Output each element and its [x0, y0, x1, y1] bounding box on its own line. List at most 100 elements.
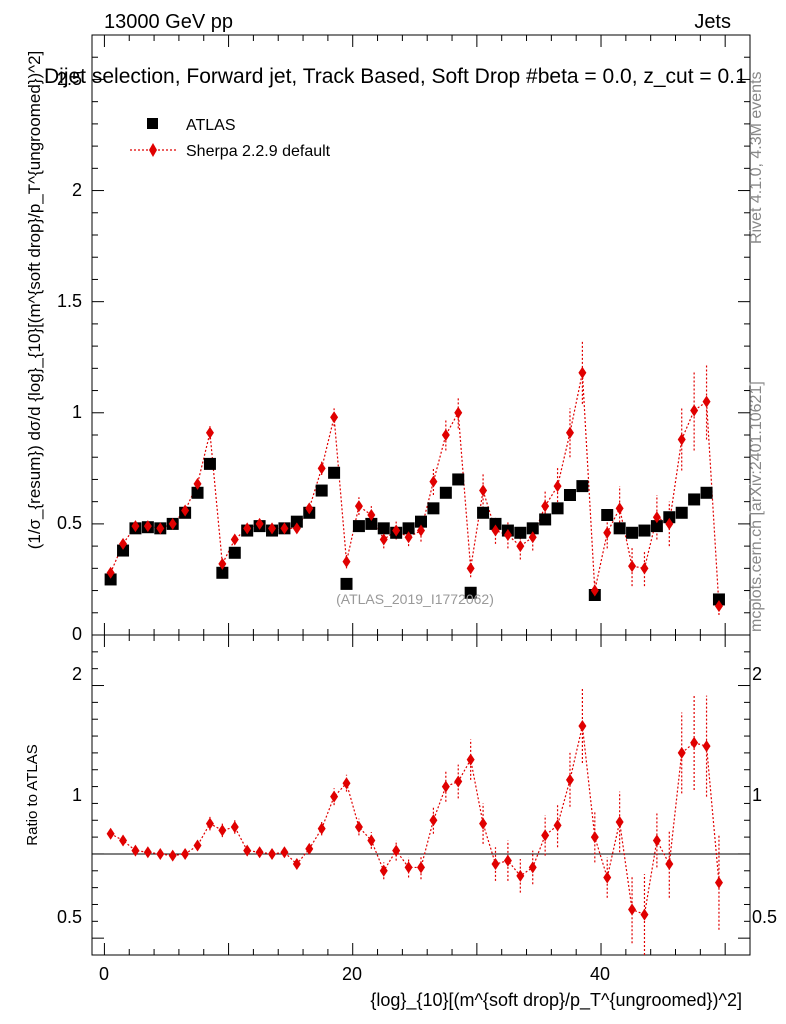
atlas-point — [415, 515, 427, 528]
rivet-side-label: Rivet 4.1.0, 4.3M events — [748, 71, 765, 244]
ratio-ytick-label-left-0.5: 0.5 — [57, 907, 82, 927]
ratio-point — [392, 844, 401, 857]
sherpa-point — [516, 540, 525, 553]
xtick-label-20: 20 — [342, 964, 362, 984]
ratio-point — [255, 846, 264, 859]
sherpa-point — [218, 557, 227, 570]
ratio-point — [615, 815, 624, 828]
ratio-point — [677, 746, 686, 759]
sherpa-point — [677, 433, 686, 446]
sherpa-point — [565, 426, 574, 439]
sherpa-point — [603, 526, 612, 539]
ratio-data-marks — [106, 688, 723, 955]
atlas-point — [514, 526, 527, 539]
atlas-point — [563, 489, 576, 501]
sherpa-point — [466, 562, 475, 575]
atlas-point — [613, 522, 626, 535]
legend-sherpa-label: Sherpa 2.2.9 default — [186, 143, 331, 160]
ratio-point — [665, 858, 674, 871]
sherpa-point — [193, 477, 202, 490]
ratio-point — [342, 777, 351, 790]
main-ytick-label-2: 2 — [72, 180, 82, 200]
atlas-point — [650, 520, 663, 533]
sherpa-point — [615, 502, 624, 515]
ratio-point — [317, 822, 326, 835]
sherpa-point — [404, 531, 413, 544]
ratio-point — [367, 834, 376, 847]
energy-label: 13000 GeV pp — [104, 11, 233, 33]
atlas-point — [352, 520, 365, 533]
sherpa-point — [292, 522, 301, 535]
atlas-point — [576, 480, 589, 493]
x-axis-ticks — [103, 35, 751, 955]
sherpa-point — [305, 502, 314, 515]
sherpa-point — [528, 531, 537, 544]
atlas-point — [340, 577, 353, 590]
ratio-point — [131, 844, 140, 857]
sherpa-point — [590, 584, 599, 597]
sherpa-point — [330, 411, 339, 424]
legend-atlas-marker — [147, 118, 158, 129]
atlas-point — [104, 573, 117, 586]
xtick-label-40: 40 — [590, 964, 610, 984]
ratio-point — [479, 817, 488, 830]
ratio-line — [110, 725, 720, 916]
sherpa-point — [665, 517, 674, 530]
atlas-point — [290, 515, 303, 528]
atlas-point — [700, 486, 713, 499]
atlas-point — [688, 493, 701, 506]
sherpa-point — [156, 522, 165, 535]
ratio-y-axis-label: Ratio to ATLAS — [24, 744, 41, 845]
ratio-ytick-label-right-2: 2 — [752, 664, 762, 684]
main-ytick-label-0.5: 0.5 — [57, 513, 82, 533]
sherpa-point — [417, 524, 425, 537]
ratio-ytick-label-right-0.5: 0.5 — [752, 907, 777, 927]
ratio-point — [690, 736, 699, 749]
ratio-point — [168, 849, 177, 862]
sherpa-point — [268, 522, 277, 535]
ratio-point — [292, 858, 301, 871]
ratio-point — [628, 903, 637, 916]
sherpa-line — [110, 372, 720, 607]
main-y-axis-label: (1/σ_{resum}) dσ/d {log}_{10}[(m^{soft d… — [25, 51, 44, 550]
sherpa-point — [143, 520, 152, 533]
sherpa-point — [503, 529, 512, 541]
sherpa-point — [131, 520, 140, 533]
ratio-plot-frame — [91, 634, 751, 956]
ratio-point — [503, 854, 512, 867]
ratio-point — [553, 819, 562, 832]
ratio-point — [565, 773, 574, 786]
ratio-point — [578, 719, 587, 732]
atlas-point — [712, 593, 725, 606]
main-ytick-label-0: 0 — [72, 624, 82, 644]
ratio-point — [640, 908, 649, 921]
atlas-point — [315, 484, 328, 497]
sherpa-point — [541, 500, 550, 513]
sherpa-point — [491, 524, 500, 537]
sherpa-point — [119, 537, 128, 550]
atlas-point — [601, 509, 614, 521]
sherpa-point — [441, 429, 450, 441]
sherpa-point — [379, 533, 388, 546]
ratio-point — [714, 876, 723, 889]
legend-atlas-label: ATLAS — [186, 117, 236, 134]
ratio-point — [330, 790, 339, 803]
ratio-point — [354, 821, 363, 833]
atlas-point — [464, 586, 477, 599]
main-ytick-label-1.5: 1.5 — [57, 291, 82, 311]
sherpa-point — [640, 562, 649, 575]
sherpa-point — [243, 522, 252, 535]
ratio-point — [243, 844, 252, 857]
atlas-point — [626, 526, 639, 539]
sherpa-point — [652, 511, 661, 524]
ratio-point — [280, 846, 289, 859]
sherpa-point — [702, 395, 711, 408]
atlas-point — [427, 502, 440, 515]
ratio-point — [404, 861, 413, 874]
sherpa-point — [429, 475, 438, 488]
ratio-point — [516, 869, 525, 882]
sherpa-point — [255, 517, 264, 530]
ratio-point — [143, 846, 152, 859]
ratio-axis-ticks — [92, 651, 750, 939]
ratio-point — [491, 858, 500, 871]
